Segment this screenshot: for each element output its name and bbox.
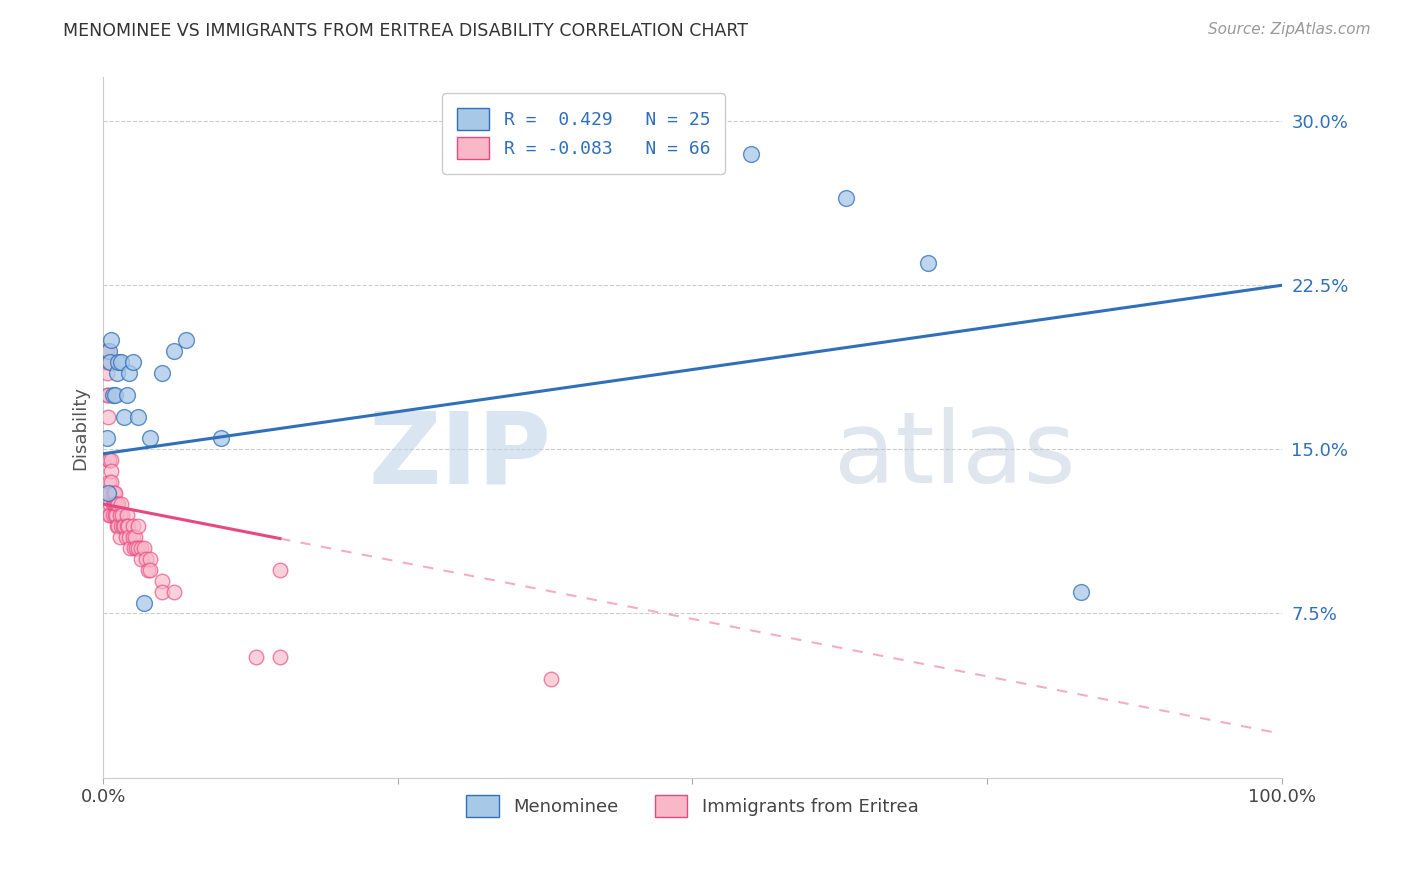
Point	[118, 366, 141, 380]
Point	[110, 497, 132, 511]
Point	[105, 497, 128, 511]
Point	[163, 343, 186, 358]
Point	[98, 475, 121, 490]
Point	[101, 387, 124, 401]
Point	[104, 497, 127, 511]
Point	[108, 508, 131, 522]
Point	[135, 551, 157, 566]
Text: atlas: atlas	[834, 407, 1076, 504]
Point	[122, 541, 145, 555]
Y-axis label: Disability: Disability	[72, 385, 89, 469]
Point	[108, 530, 131, 544]
Point	[150, 584, 173, 599]
Point	[1070, 584, 1092, 599]
Point	[139, 432, 162, 446]
Point	[121, 355, 143, 369]
Point	[125, 541, 148, 555]
Point	[129, 551, 152, 566]
Point	[112, 519, 135, 533]
Point	[917, 256, 939, 270]
Point	[134, 541, 156, 555]
Point	[104, 486, 127, 500]
Point	[98, 453, 121, 467]
Point	[174, 333, 197, 347]
Point	[740, 147, 762, 161]
Point	[269, 563, 291, 577]
Point	[118, 530, 141, 544]
Point	[101, 497, 124, 511]
Point	[97, 409, 120, 424]
Point	[107, 497, 129, 511]
Point	[98, 486, 121, 500]
Point	[115, 519, 138, 533]
Point	[127, 519, 149, 533]
Point	[121, 530, 143, 544]
Point	[139, 551, 162, 566]
Point	[115, 387, 138, 401]
Point	[163, 584, 186, 599]
Point	[96, 432, 118, 446]
Point	[134, 595, 156, 609]
Point	[129, 541, 152, 555]
Point	[103, 497, 125, 511]
Point	[150, 574, 173, 588]
Point	[98, 355, 121, 369]
Point	[100, 464, 122, 478]
Text: ZIP: ZIP	[368, 407, 551, 504]
Point	[124, 530, 146, 544]
Point	[120, 541, 142, 555]
Point	[110, 355, 132, 369]
Point	[139, 563, 162, 577]
Point	[209, 432, 232, 446]
Point	[100, 333, 122, 347]
Point	[115, 508, 138, 522]
Point	[94, 355, 117, 369]
Point	[107, 519, 129, 533]
Point	[101, 486, 124, 500]
Point	[269, 650, 291, 665]
Point	[100, 475, 122, 490]
Point	[101, 508, 124, 522]
Point	[127, 409, 149, 424]
Point	[96, 366, 118, 380]
Point	[105, 519, 128, 533]
Point	[105, 497, 128, 511]
Point	[105, 508, 128, 522]
Point	[98, 508, 121, 522]
Point	[100, 453, 122, 467]
Point	[245, 650, 267, 665]
Point	[127, 541, 149, 555]
Point	[97, 486, 120, 500]
Point	[150, 366, 173, 380]
Point	[121, 519, 143, 533]
Point	[136, 563, 159, 577]
Point	[540, 672, 562, 686]
Point	[104, 387, 127, 401]
Point	[96, 343, 118, 358]
Point	[98, 508, 121, 522]
Point	[111, 508, 134, 522]
Point	[98, 453, 121, 467]
Point	[105, 366, 128, 380]
Text: Source: ZipAtlas.com: Source: ZipAtlas.com	[1208, 22, 1371, 37]
Point	[97, 387, 120, 401]
Point	[98, 497, 121, 511]
Point	[107, 355, 129, 369]
Text: MENOMINEE VS IMMIGRANTS FROM ERITREA DISABILITY CORRELATION CHART: MENOMINEE VS IMMIGRANTS FROM ERITREA DIS…	[63, 22, 748, 40]
Point	[114, 530, 136, 544]
Point	[104, 508, 127, 522]
Point	[834, 191, 856, 205]
Legend: Menominee, Immigrants from Eritrea: Menominee, Immigrants from Eritrea	[460, 788, 925, 824]
Point	[103, 486, 125, 500]
Point	[112, 519, 135, 533]
Point	[112, 409, 135, 424]
Point	[117, 519, 139, 533]
Point	[110, 519, 132, 533]
Point	[94, 343, 117, 358]
Point	[97, 355, 120, 369]
Point	[96, 387, 118, 401]
Point	[98, 343, 121, 358]
